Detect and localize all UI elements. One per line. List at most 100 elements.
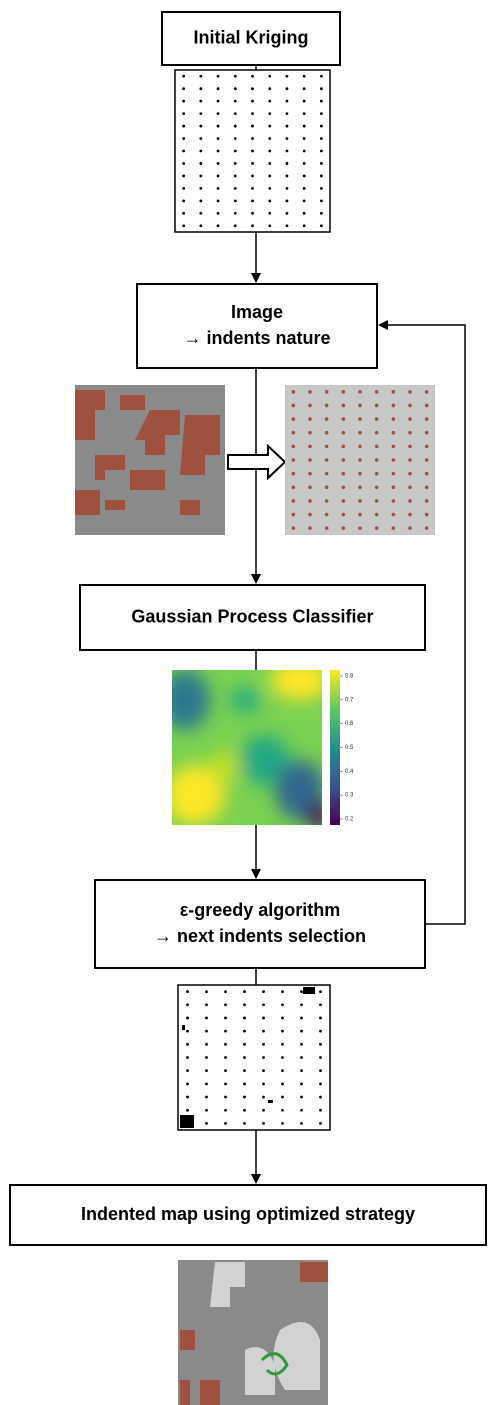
dot (300, 1017, 303, 1020)
dot (234, 137, 237, 140)
dot (224, 1017, 227, 1020)
dot (262, 1122, 265, 1125)
dot (325, 431, 329, 435)
dot (358, 485, 362, 489)
dot (217, 187, 220, 190)
dot (281, 1082, 284, 1085)
dot (281, 990, 284, 993)
dot (325, 445, 329, 449)
colorbar-ticks: 0.80.70.60.50.40.30.2 (340, 674, 354, 823)
dot (292, 499, 296, 503)
dot (224, 990, 227, 993)
dot (182, 75, 185, 78)
dot (320, 112, 323, 115)
dot (186, 1096, 189, 1099)
dot (234, 187, 237, 190)
dot (243, 1122, 246, 1125)
dot (286, 100, 289, 103)
dot (243, 1096, 246, 1099)
dot (251, 137, 254, 140)
dot (392, 485, 396, 489)
dot (292, 404, 296, 408)
dot (199, 100, 202, 103)
dot (375, 458, 379, 462)
dot (320, 75, 323, 78)
dot (375, 390, 379, 394)
dot (205, 1056, 208, 1059)
dot (358, 390, 362, 394)
dot (224, 1030, 227, 1033)
dot (342, 431, 346, 435)
dot (308, 390, 312, 394)
dot (217, 162, 220, 165)
dot (342, 404, 346, 408)
dot (186, 1030, 189, 1033)
dot (325, 499, 329, 503)
dot (392, 472, 396, 476)
dot (217, 212, 220, 215)
flowchart: 0.80.70.60.50.40.30.2 Initial KrigingIma… (0, 0, 496, 1405)
process-box (137, 284, 377, 368)
dot (408, 445, 412, 449)
dot (319, 1082, 322, 1085)
dot (300, 1030, 303, 1033)
dot (303, 162, 306, 165)
dot (425, 499, 429, 503)
dot (300, 1082, 303, 1085)
dot (408, 513, 412, 517)
dot (408, 404, 412, 408)
dot (268, 125, 271, 128)
colorbar-tick-label: 0.7 (345, 697, 354, 703)
colorbar-tick-label: 0.4 (345, 769, 354, 775)
dot (251, 175, 254, 178)
dot (268, 87, 271, 90)
dot (325, 485, 329, 489)
dot (286, 137, 289, 140)
dot (205, 1082, 208, 1085)
dot (217, 199, 220, 202)
dot (320, 187, 323, 190)
dot (425, 485, 429, 489)
box-label: → next indents selection (154, 926, 366, 946)
dot (325, 417, 329, 421)
dot (358, 404, 362, 408)
dot (205, 1043, 208, 1046)
dot (268, 75, 271, 78)
dot (182, 162, 185, 165)
dot (300, 1043, 303, 1046)
dot (224, 1122, 227, 1125)
dot (262, 1043, 265, 1046)
dot (199, 162, 202, 165)
dot (186, 1017, 189, 1020)
colorbar (330, 670, 340, 825)
dot (186, 990, 189, 993)
dot (308, 513, 312, 517)
dot (342, 445, 346, 449)
dot (262, 1096, 265, 1099)
dot (182, 112, 185, 115)
dot (303, 187, 306, 190)
dot (320, 150, 323, 153)
dot (199, 212, 202, 215)
dot (358, 431, 362, 435)
dot (286, 87, 289, 90)
dot (286, 199, 289, 202)
dot (392, 417, 396, 421)
dot (205, 1122, 208, 1125)
dot (186, 1056, 189, 1059)
dot (217, 137, 220, 140)
dot (358, 458, 362, 462)
dot (186, 1043, 189, 1046)
dot (262, 1082, 265, 1085)
dot (262, 1069, 265, 1072)
dot (182, 137, 185, 140)
dot (342, 390, 346, 394)
dot (262, 990, 265, 993)
dot (182, 100, 185, 103)
dot (325, 390, 329, 394)
dot (408, 390, 412, 394)
dot (375, 499, 379, 503)
dot (358, 513, 362, 517)
dot (186, 1109, 189, 1112)
dot (342, 472, 346, 476)
